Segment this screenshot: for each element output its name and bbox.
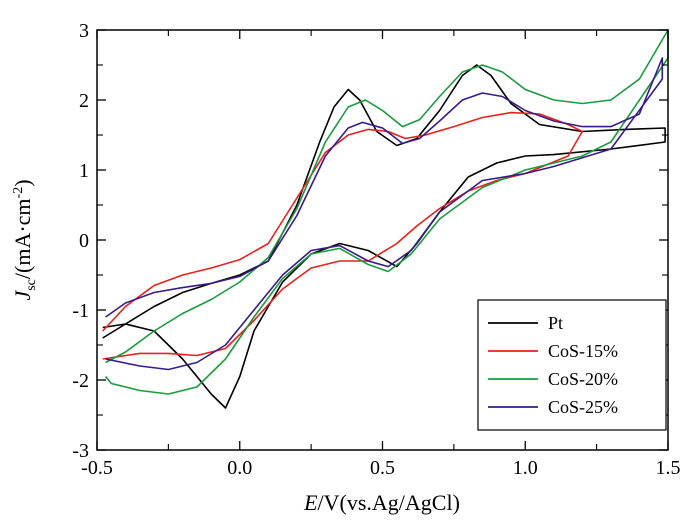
y-tick-label: 0 xyxy=(79,230,89,252)
y-tick-label: 1 xyxy=(79,160,89,182)
y-tick-label: 2 xyxy=(79,90,89,112)
legend: Pt CoS-15% CoS-20% CoS-25% xyxy=(477,299,667,431)
series-line-cos-20- xyxy=(104,29,669,395)
legend-label-pt: Pt xyxy=(548,313,563,333)
legend-label-cos-15-: CoS-15% xyxy=(548,341,618,361)
legend-label-cos-20-: CoS-20% xyxy=(548,369,618,389)
x-tick-label: 0.0 xyxy=(227,457,252,479)
y-axis-title: Jsc/(mA·cm-2) xyxy=(10,179,39,300)
y-tick-label: -2 xyxy=(72,370,89,392)
x-tick-label: -0.5 xyxy=(81,457,113,479)
series-layer xyxy=(102,29,669,409)
x-tick-label: 1.0 xyxy=(513,457,538,479)
series-line-cos-25- xyxy=(105,57,664,371)
x-axis-title: E/V(vs.Ag/AgCl) xyxy=(303,490,460,515)
legend-label-cos-25-: CoS-25% xyxy=(548,397,618,417)
y-tick-label: 3 xyxy=(79,20,89,42)
y-tick-label: -1 xyxy=(72,300,89,322)
x-tick-label: 1.5 xyxy=(656,457,681,479)
legend-box xyxy=(477,299,667,431)
y-tick-label: -3 xyxy=(72,440,89,462)
x-tick-label: 0.5 xyxy=(370,457,395,479)
